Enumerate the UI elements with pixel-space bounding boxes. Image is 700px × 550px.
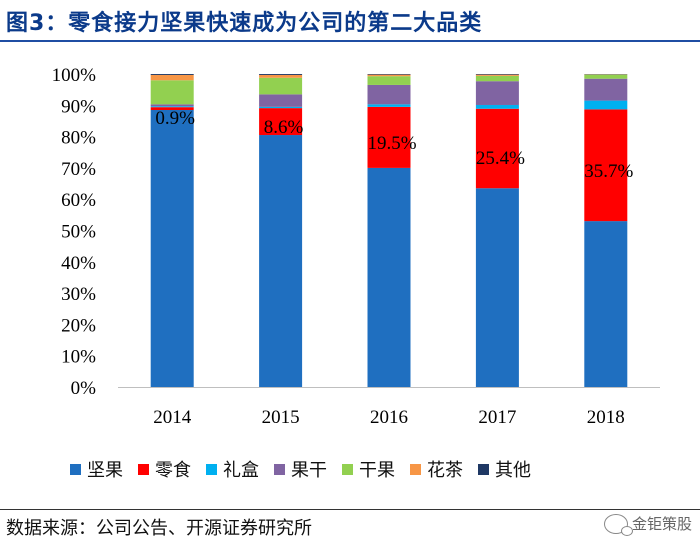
legend-swatch: [206, 463, 217, 475]
legend-swatch: [478, 463, 489, 475]
y-tick-label: 20%: [61, 315, 96, 336]
x-tick-label: 2014: [153, 407, 192, 428]
x-axis: 2014 2015 2016 2017 2018: [118, 387, 660, 428]
legend-item: 礼盒: [206, 456, 259, 482]
legend-item: 花茶: [410, 456, 463, 482]
x-tick-label: 2015: [262, 407, 300, 428]
bar-segment: [584, 100, 628, 110]
legend-label: 零食: [155, 460, 191, 481]
y-tick-label: 40%: [61, 253, 96, 274]
data-label: 35.7%: [584, 161, 633, 182]
data-label: 19.5%: [367, 133, 416, 154]
data-label: 8.6%: [264, 117, 304, 138]
y-tick-label: 90%: [61, 96, 96, 117]
legend-swatch: [138, 463, 149, 475]
legend-label: 礼盒: [223, 460, 259, 481]
data-label: 0.9%: [155, 108, 195, 129]
bar-segment: [475, 108, 519, 189]
bar-segment: [259, 74, 303, 75]
bar-segment: [259, 106, 303, 109]
chart-title: 图3：零食接力坚果快速成为公司的第二大品类: [6, 11, 483, 36]
y-tick-label: 0%: [71, 378, 97, 399]
legend-item: 干果: [342, 456, 395, 482]
bar-segment: [150, 80, 194, 105]
y-tick-label: 100%: [52, 65, 97, 86]
title-divider: [0, 40, 700, 42]
data-label: 25.4%: [476, 148, 525, 169]
bar-segment: [475, 188, 519, 387]
y-tick-label: 30%: [61, 284, 96, 305]
bar-segment: [367, 84, 411, 105]
y-tick-label: 70%: [61, 159, 96, 180]
legend-label: 其他: [495, 460, 531, 481]
bar-segment: [367, 76, 411, 85]
x-tick-label: 2018: [587, 407, 625, 428]
stacked-bar-chart: 0%10%20%30%40%50%60%70%80%90%100% 2014 20…: [52, 65, 660, 428]
bar-segment: [367, 74, 411, 75]
legend-label: 果干: [291, 460, 327, 481]
bar-segment: [150, 107, 194, 110]
data-labels: 0.9% 8.6% 19.5% 25.4% 35.7%: [155, 108, 633, 182]
bar-segment: [584, 221, 628, 387]
bar-segment: [475, 104, 519, 109]
legend-item: 坚果: [70, 456, 123, 482]
bar-segment: [259, 77, 303, 95]
bar-segment: [475, 74, 519, 75]
bar-segment: [259, 74, 303, 78]
watermark: 金钜策股: [603, 513, 692, 536]
legend-swatch: [274, 463, 285, 475]
bar-segment: [584, 109, 628, 222]
bar-segment: [150, 74, 194, 75]
legend-label: 干果: [359, 460, 395, 481]
footer-divider: [0, 509, 700, 510]
x-tick-label: 2017: [478, 407, 516, 428]
chart-legend: 坚果 零食 礼盒 果干 干果 花茶 其他: [70, 455, 670, 483]
chart-header: 图3：零食接力坚果快速成为公司的第二大品类: [0, 0, 700, 44]
bar-segment: [259, 135, 303, 387]
source-note: 数据来源：公司公告、开源证券研究所: [6, 518, 312, 539]
wechat-icon: [603, 513, 633, 536]
legend-label: 坚果: [87, 460, 123, 481]
bar-segment: [259, 94, 303, 107]
bar-segment: [367, 167, 411, 387]
legend-swatch: [342, 463, 353, 475]
bar-segment: [475, 75, 519, 82]
bar-segment: [584, 78, 628, 101]
legend-item: 零食: [138, 456, 191, 482]
bar-segment: [367, 104, 411, 107]
legend-label: 花茶: [427, 460, 463, 481]
y-tick-label: 60%: [61, 190, 96, 211]
bar-area: [150, 74, 628, 388]
legend-item: 果干: [274, 456, 327, 482]
bar-segment: [150, 109, 194, 388]
bar-segment: [367, 74, 411, 77]
x-tick-label: 2016: [370, 407, 408, 428]
bar-segment: [367, 106, 411, 168]
y-tick-label: 50%: [61, 222, 96, 243]
bar-segment: [475, 74, 519, 76]
bar-segment: [259, 108, 303, 136]
bar-segment: [475, 81, 519, 105]
bar-segment: [150, 104, 194, 107]
legend-swatch: [410, 463, 421, 475]
bar-segment: [584, 74, 628, 79]
y-tick-label: 10%: [61, 347, 96, 368]
y-axis: 0% 10% 20% 30% 40% 50% 60% 70% 80% 90% 100%: [52, 65, 97, 399]
legend-swatch: [70, 463, 81, 475]
watermark-text: 金钜策股: [631, 515, 692, 533]
y-tick-label: 80%: [61, 128, 96, 149]
bar-segment: [150, 74, 194, 81]
bar-segment: [150, 106, 194, 108]
legend-item: 其他: [478, 456, 531, 482]
